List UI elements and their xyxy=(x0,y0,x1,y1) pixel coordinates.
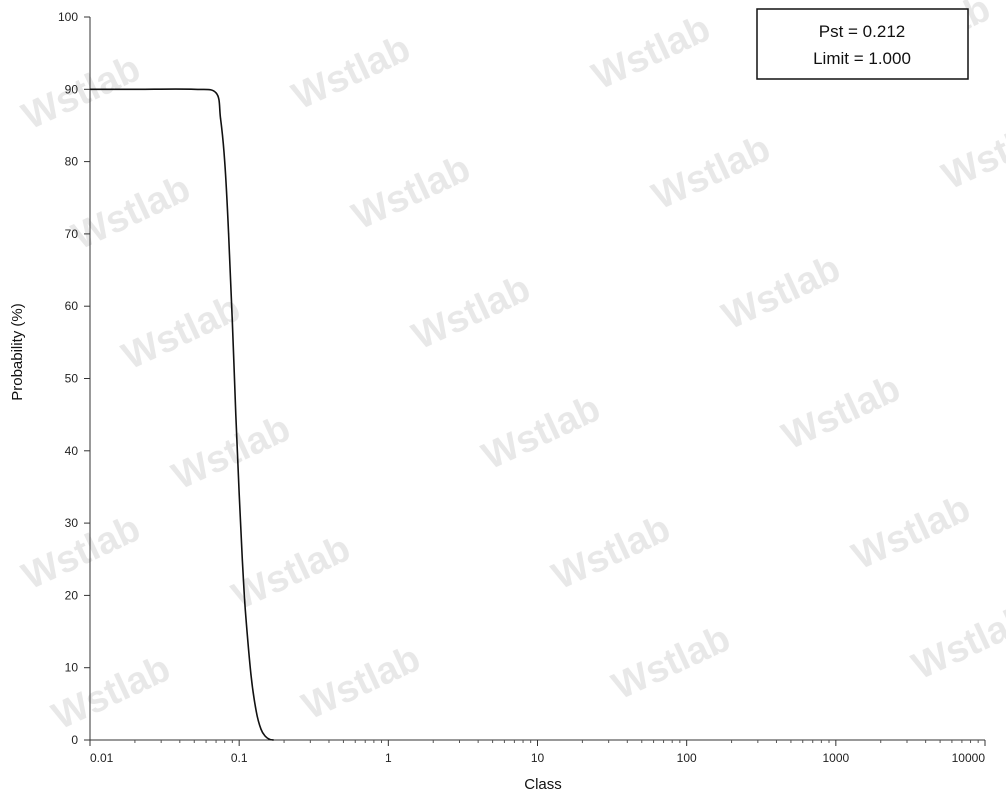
y-tick-label: 10 xyxy=(65,661,79,675)
watermark-text: Wstlab xyxy=(936,107,1006,198)
series-point xyxy=(224,161,226,163)
watermark-text: Wstlab xyxy=(476,387,607,478)
series-point xyxy=(255,710,257,712)
watermark-text: Wstlab xyxy=(286,27,417,118)
watermark-text: Wstlab xyxy=(116,287,247,378)
series-point xyxy=(269,738,271,740)
y-tick-label: 0 xyxy=(71,733,78,747)
series-point xyxy=(244,609,246,611)
watermark-text: Wstlab xyxy=(296,637,427,728)
watermark-text: Wstlab xyxy=(16,507,147,598)
x-tick-label: 0.1 xyxy=(231,751,248,765)
y-tick-label: 80 xyxy=(65,155,79,169)
y-tick-label: 60 xyxy=(65,299,79,313)
series-point xyxy=(228,233,230,235)
y-tick-label: 30 xyxy=(65,516,79,530)
watermark-text: Wstlab xyxy=(346,147,477,238)
watermark-text: Wstlab xyxy=(606,617,737,708)
y-tick-label: 90 xyxy=(65,82,79,96)
y-tick-label: 20 xyxy=(65,588,79,602)
series-point xyxy=(215,92,217,94)
annotation-box: Pst = 0.212 Limit = 1.000 xyxy=(756,8,969,80)
annotation-box-border xyxy=(756,8,969,80)
annotation-pst: Pst = 0.212 xyxy=(819,22,905,41)
series-point xyxy=(231,320,233,322)
y-ticks: 0 10 20 30 40 50 60 70 80 90 100 xyxy=(58,10,90,747)
series-point xyxy=(134,88,136,90)
watermark-text: Wstlab xyxy=(906,597,1006,688)
series-point xyxy=(238,493,240,495)
watermark-text: Wstlab xyxy=(846,487,977,578)
series-point xyxy=(241,558,243,560)
watermark-text: Wstlab xyxy=(546,507,677,598)
watermark-text: Wstlab xyxy=(646,127,777,218)
series-point xyxy=(89,88,91,90)
x-axis-title: Class xyxy=(524,776,562,793)
x-tick-label: 100 xyxy=(677,751,697,765)
watermark-text: Wstlab xyxy=(586,7,717,98)
x-tick-label: 1 xyxy=(385,751,392,765)
watermark-text: Wstlab xyxy=(166,407,297,498)
y-tick-label: 50 xyxy=(65,372,79,386)
series-point xyxy=(264,735,267,737)
watermark-text: Wstlab xyxy=(776,367,907,458)
series-point xyxy=(235,414,237,416)
x-ticks: 0.01 0.1 1 10 100 1000 10000 xyxy=(89,740,986,765)
x-tick-label: 10000 xyxy=(952,751,986,765)
x-tick-label: 0.01 xyxy=(90,751,114,765)
watermark-text: Wstlab xyxy=(16,47,147,138)
y-tick-label: 100 xyxy=(58,10,78,24)
x-tick-label: 1000 xyxy=(822,751,849,765)
watermark-text: Wstlab xyxy=(406,267,537,358)
series-point xyxy=(193,88,195,90)
y-tick-label: 40 xyxy=(65,444,79,458)
series-point xyxy=(272,739,275,741)
series-point xyxy=(250,674,252,676)
y-axis-title: Probability (%) xyxy=(9,303,26,401)
x-tick-label: 10 xyxy=(531,751,545,765)
watermark-text: Wstlab xyxy=(66,167,197,258)
annotation-limit: Limit = 1.000 xyxy=(813,49,911,68)
series-point xyxy=(260,728,262,730)
y-tick-label: 70 xyxy=(65,227,79,241)
watermark-text: Wstlab xyxy=(716,247,847,338)
series-group xyxy=(89,88,275,741)
series-point xyxy=(219,117,222,119)
